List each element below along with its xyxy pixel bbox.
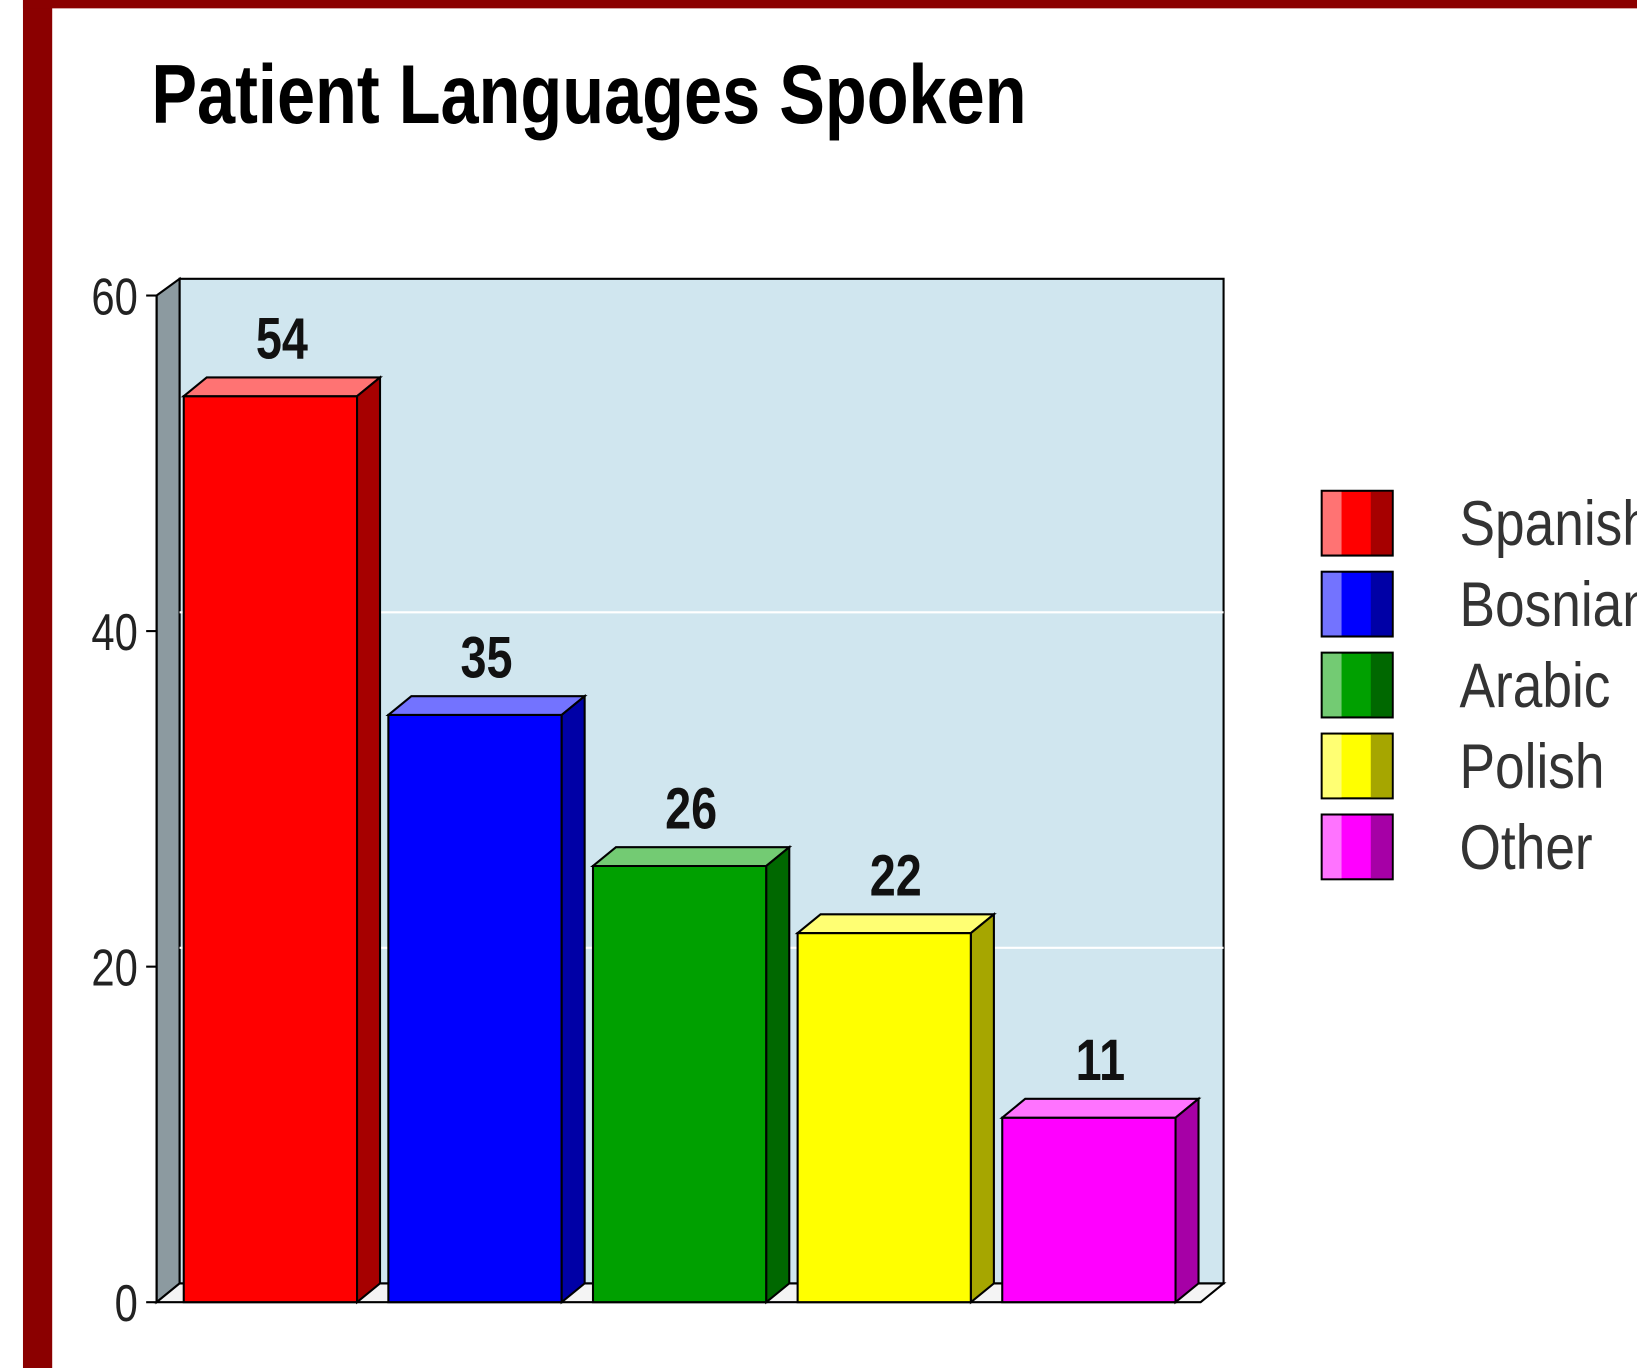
bar-front [387, 713, 563, 1304]
bar-top [180, 376, 383, 398]
bar [794, 912, 997, 1305]
legend-swatch-dark [1370, 734, 1392, 798]
value-label: 22 [870, 844, 922, 909]
value-label: 54 [256, 307, 309, 372]
frame-top [22, 0, 1637, 9]
legend-label: Polish [1460, 732, 1605, 802]
legend-swatch-light [1322, 815, 1342, 879]
y-tick-label: 40 [91, 604, 137, 663]
y-tick-label: 20 [91, 939, 137, 998]
bar-top [999, 1097, 1202, 1119]
frame-left [22, 0, 53, 1368]
legend-swatch-dark [1370, 491, 1392, 555]
legend-swatch-light [1322, 734, 1342, 798]
y-tick-label: 60 [91, 268, 137, 327]
chart-title: Patient Languages Spoken [151, 49, 1026, 142]
legend-label: Bosnian [1460, 570, 1637, 640]
bar-side [1174, 1096, 1200, 1305]
value-label: 26 [665, 776, 717, 841]
bar-front [591, 864, 768, 1304]
legend-label: Other [1460, 813, 1593, 883]
bar-front [182, 395, 359, 1304]
bar [999, 1096, 1202, 1305]
bar-front [796, 932, 972, 1304]
bar-side [560, 693, 586, 1305]
bar-side [765, 844, 791, 1305]
legend-swatch-dark [1370, 572, 1392, 636]
bar-top [590, 846, 793, 868]
bar [385, 693, 588, 1305]
y-tick-label: 0 [115, 1275, 138, 1334]
bar-front [1001, 1116, 1177, 1304]
legend-swatch-light [1322, 491, 1342, 555]
legend-label: Spanish [1460, 489, 1637, 559]
bar-top [385, 695, 588, 717]
legend-label: Arabic [1460, 651, 1611, 721]
bar [180, 375, 383, 1305]
legend-swatch-light [1322, 572, 1342, 636]
bar-top [794, 913, 997, 935]
value-label: 11 [1076, 1028, 1125, 1093]
value-label: 35 [460, 625, 512, 690]
bar-side [356, 375, 382, 1305]
bar [590, 844, 793, 1305]
bar-side [969, 912, 995, 1305]
legend-swatch-dark [1370, 815, 1392, 879]
legend-swatch-dark [1370, 653, 1392, 717]
side-wall [155, 276, 181, 1305]
legend-swatch-light [1322, 653, 1342, 717]
